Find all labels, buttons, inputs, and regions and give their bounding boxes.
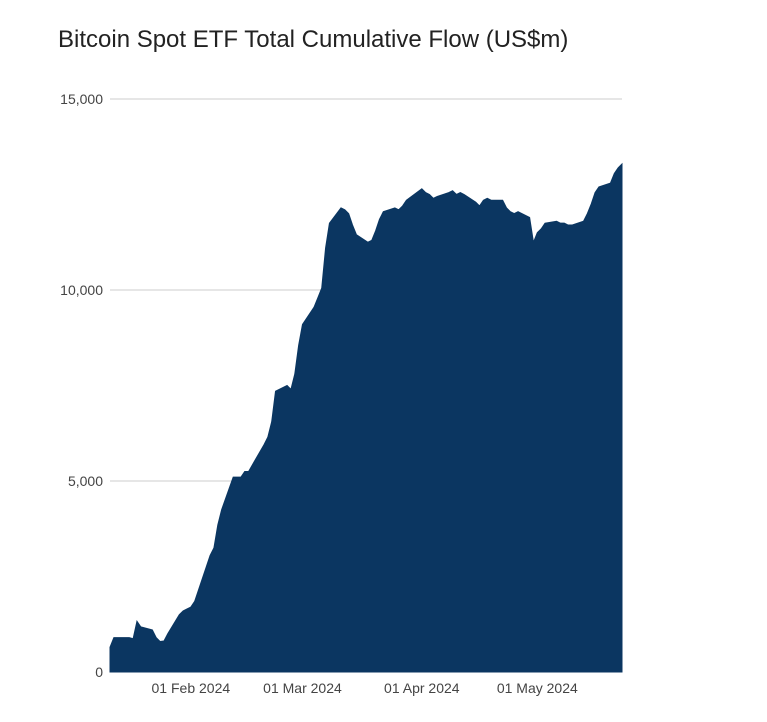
y-axis: 0 5,000 10,000 15,000 (60, 91, 103, 680)
chart-title: Bitcoin Spot ETF Total Cumulative Flow (… (58, 26, 569, 53)
y-tick-label: 5,000 (68, 473, 103, 489)
x-tick-label: 01 Apr 2024 (384, 680, 460, 696)
area-series (109, 162, 623, 673)
y-tick-label: 0 (95, 664, 103, 680)
y-tick-label: 15,000 (60, 91, 103, 107)
x-tick-label: 01 Mar 2024 (263, 680, 342, 696)
x-tick-label: 01 Feb 2024 (152, 680, 231, 696)
x-axis: 01 Feb 2024 01 Mar 2024 01 Apr 2024 01 May … (152, 680, 578, 696)
x-tick-label: 01 May 2024 (497, 680, 578, 696)
y-tick-label: 10,000 (60, 282, 103, 298)
cumulative-flow-area (109, 162, 623, 673)
